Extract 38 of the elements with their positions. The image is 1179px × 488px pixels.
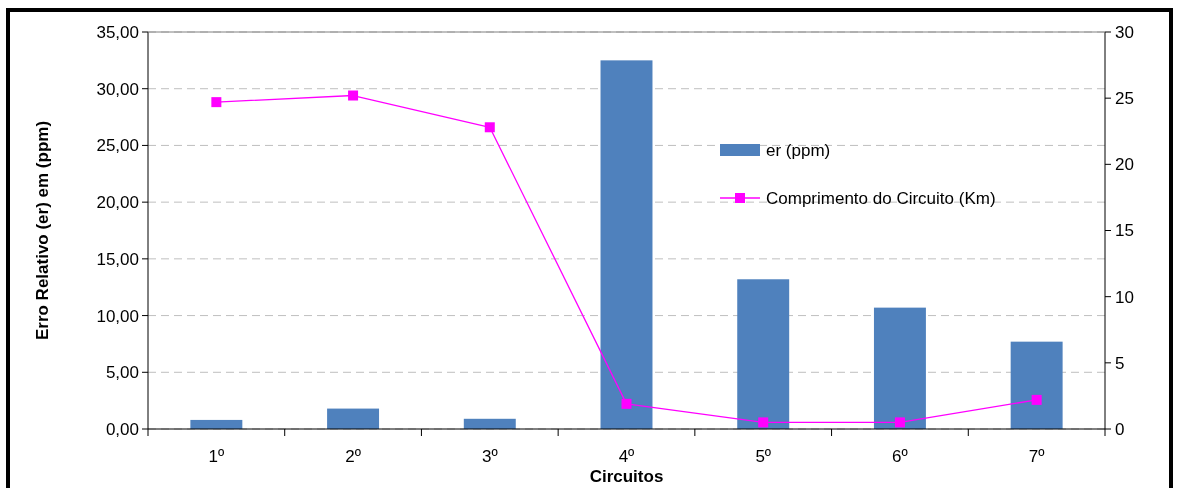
point	[758, 417, 769, 428]
y-tick-label: 0,00	[105, 419, 139, 439]
x-axis-title: Circuitos	[589, 467, 664, 486]
x-tick-label: 7º	[1028, 447, 1045, 466]
y-tick-label: 10,00	[96, 306, 139, 326]
point	[348, 90, 359, 101]
bar	[327, 408, 380, 429]
point	[484, 122, 495, 133]
y-tick-label: 25,00	[96, 136, 139, 156]
x-tick-label: 2º	[345, 447, 361, 466]
y2-tick-label: 0	[1115, 419, 1125, 439]
y2-tick-label: 5	[1115, 353, 1125, 373]
x-tick-label: 3º	[481, 447, 498, 466]
legend-label: Comprimento do Circuito (Km)	[766, 188, 996, 208]
bar	[1010, 341, 1063, 429]
x-tick-label: 6º	[892, 447, 908, 466]
bar	[873, 307, 926, 429]
point	[1031, 394, 1042, 405]
point	[621, 398, 632, 409]
y-axis-title: Erro Relativo (er) em (ppm)	[33, 120, 52, 341]
y-tick-label: 35,00	[96, 22, 139, 42]
y2-tick-label: 10	[1115, 287, 1134, 307]
y-tick-label: 20,00	[96, 193, 139, 213]
y2-tick-label: 25	[1115, 89, 1134, 109]
point	[894, 417, 905, 428]
y2-tick-label: 15	[1115, 221, 1134, 241]
y2-tick-label: 30	[1115, 22, 1134, 42]
bar	[737, 279, 790, 429]
y2-tick-label: 20	[1115, 155, 1134, 175]
x-tick-label: 1º	[208, 447, 225, 466]
y-tick-label: 15,00	[96, 249, 139, 269]
legend-label: er (ppm)	[766, 140, 831, 160]
x-tick-label: 4º	[618, 447, 635, 466]
y-tick-label: 30,00	[96, 79, 139, 99]
point	[211, 97, 222, 108]
x-tick-label: 5º	[755, 447, 772, 466]
bar	[600, 60, 653, 429]
y-tick-label: 5,00	[105, 363, 139, 383]
